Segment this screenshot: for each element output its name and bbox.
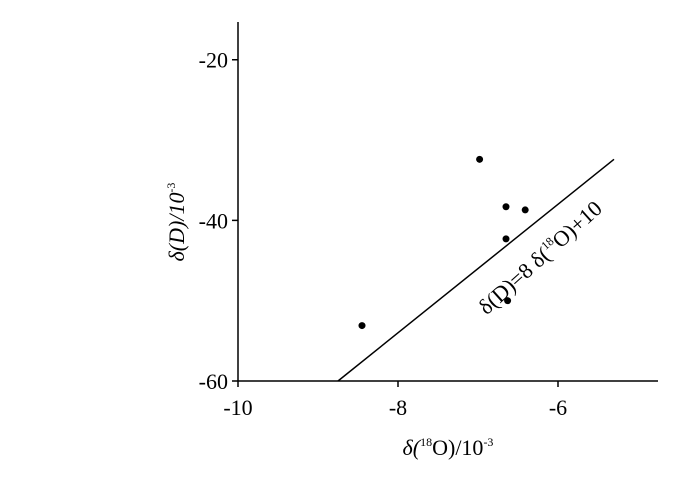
point (358, 322, 366, 330)
y-tick-label: -40 (199, 208, 228, 233)
x-tick-label: -8 (389, 395, 407, 420)
point (521, 206, 529, 214)
point (502, 203, 510, 211)
y-tick-label: -20 (199, 48, 228, 73)
point (504, 297, 512, 305)
y-axis-label: δ(D)/10-3 (164, 183, 189, 262)
line-label: δ(D)=8 δ(18O)+10 (473, 196, 607, 320)
x-axis-label: δ(18O)/10-3 (403, 435, 494, 460)
point (502, 235, 510, 243)
x-tick-label: -6 (549, 395, 567, 420)
fit-line (337, 158, 615, 382)
x-tick-label: -10 (223, 395, 252, 420)
y-tick-label: -60 (199, 369, 228, 394)
point (476, 155, 484, 163)
